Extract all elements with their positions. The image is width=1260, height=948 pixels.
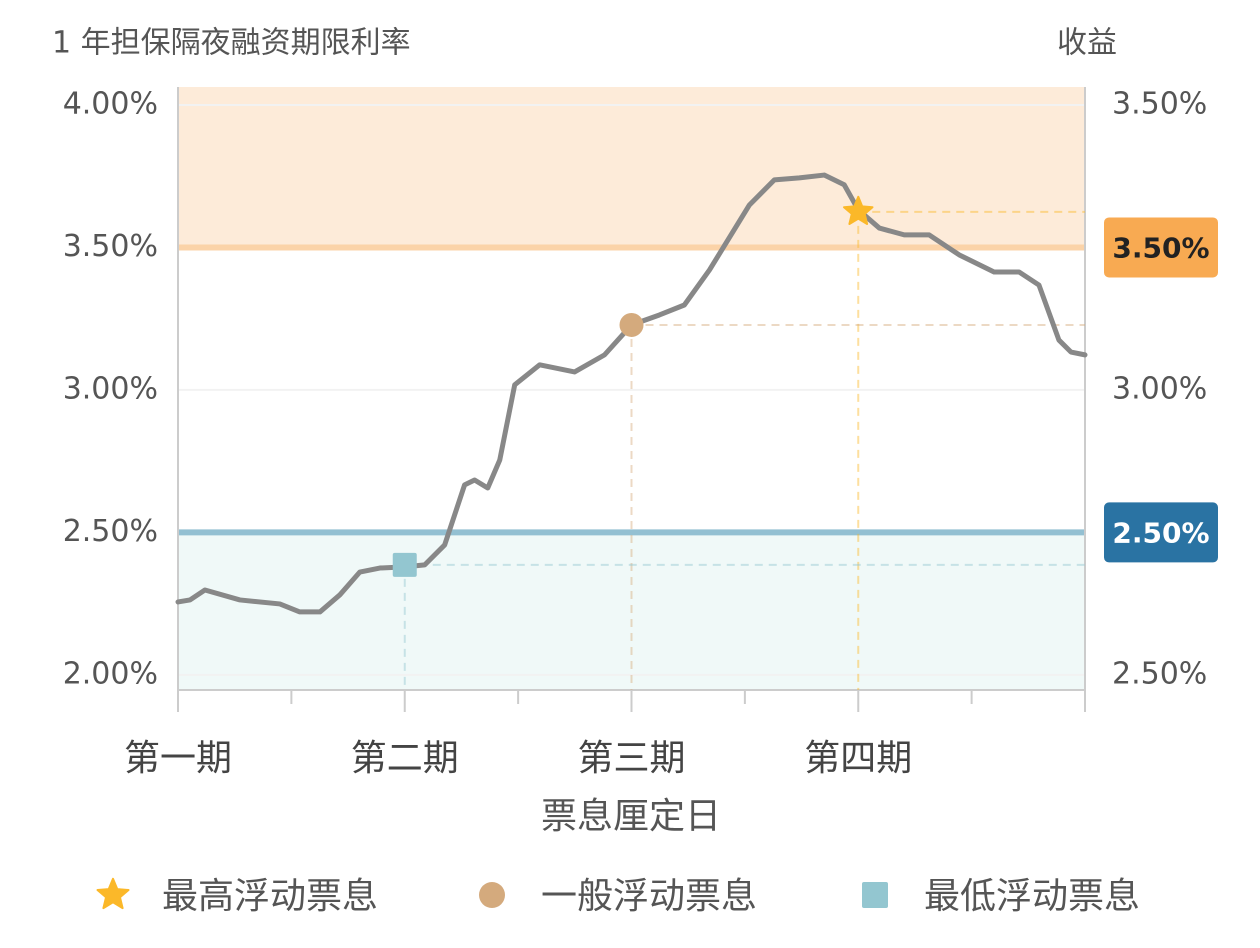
y2-tick-label: 2.50% xyxy=(1112,657,1207,692)
threshold-band xyxy=(178,87,1085,248)
legend-label: 最低浮动票息 xyxy=(924,876,1140,917)
star-marker xyxy=(96,877,130,910)
legend-label: 一般浮动票息 xyxy=(541,876,757,917)
x-tick-label: 第一期 xyxy=(124,738,232,779)
threshold-badge xyxy=(1104,217,1218,278)
y2-tick-label: 3.00% xyxy=(1112,372,1207,407)
y-axis-title: 1 年担保隔夜融资期限利率 xyxy=(52,26,411,61)
y-tick-label: 3.50% xyxy=(63,229,158,264)
square-marker xyxy=(862,882,888,908)
y-tick-label: 3.00% xyxy=(63,371,158,406)
threshold-band xyxy=(178,532,1085,690)
circle-marker xyxy=(479,882,505,908)
threshold-label: 3.50% xyxy=(1112,231,1209,264)
legend-label: 最高浮动票息 xyxy=(162,876,378,917)
y2-tick-label: 3.50% xyxy=(1112,87,1207,122)
x-tick-label: 第四期 xyxy=(804,738,912,779)
threshold-badge xyxy=(1104,502,1218,563)
data-line xyxy=(175,172,1088,615)
square-marker xyxy=(392,552,417,577)
y-tick-label: 4.00% xyxy=(63,86,158,121)
y-tick-label: 2.50% xyxy=(63,514,158,549)
star-marker xyxy=(843,195,874,225)
x-tick-label: 第三期 xyxy=(577,738,685,779)
y2-axis-title: 收益 xyxy=(1057,26,1117,61)
y-tick-label: 2.00% xyxy=(63,656,158,691)
x-axis-title: 票息厘定日 xyxy=(541,796,721,837)
x-tick-label: 第二期 xyxy=(351,738,459,779)
threshold-label: 2.50% xyxy=(1112,516,1209,549)
circle-marker xyxy=(619,312,644,337)
